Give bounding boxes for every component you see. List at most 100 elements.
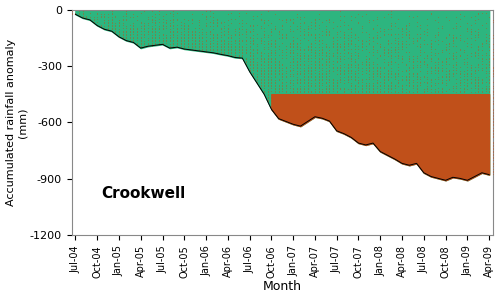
Point (289, 19, 297, 24)
Point (380, 114, 388, 119)
Point (409, 134, 417, 138)
Point (489, 114, 497, 119)
Point (322, 93, 330, 98)
Point (409, 103, 417, 108)
Point (213, 24, 221, 28)
Point (456, 94, 464, 99)
Point (416, 156, 424, 161)
Point (191, 40, 199, 45)
Point (289, 21, 297, 25)
Point (274, 43, 282, 48)
Point (438, 146, 446, 150)
Point (464, 91, 471, 96)
Point (456, 112, 464, 117)
Point (449, 170, 457, 174)
Point (286, 48, 294, 53)
Point (296, 46, 304, 51)
Point (452, 67, 460, 72)
Point (314, 16, 322, 21)
Point (489, 144, 497, 149)
Point (210, 31, 218, 36)
Point (318, 89, 326, 93)
Point (271, 67, 279, 72)
Point (289, 60, 297, 65)
Point (430, 130, 438, 135)
Point (366, 40, 374, 45)
Point (467, 158, 475, 162)
Point (427, 43, 435, 48)
Point (427, 140, 435, 144)
Point (416, 76, 424, 81)
Point (387, 153, 395, 158)
Point (308, 46, 316, 51)
Point (100, 13, 108, 18)
Point (376, 144, 384, 149)
Point (434, 167, 442, 171)
Point (308, 108, 316, 113)
Point (264, 93, 272, 98)
Point (398, 28, 406, 33)
Point (430, 87, 438, 92)
Point (420, 89, 428, 93)
Point (369, 118, 377, 123)
Point (155, 40, 163, 45)
Point (460, 76, 468, 81)
Point (402, 100, 409, 105)
Point (366, 84, 374, 89)
Point (358, 127, 366, 132)
Point (336, 63, 344, 68)
Point (256, 83, 264, 87)
Point (470, 70, 478, 75)
Point (326, 28, 334, 33)
Point (268, 49, 276, 54)
Point (442, 45, 450, 50)
Point (260, 55, 268, 60)
Point (170, 40, 177, 45)
Point (344, 43, 351, 48)
Point (122, 25, 130, 30)
Point (452, 135, 460, 140)
Point (478, 152, 486, 156)
Point (296, 96, 304, 101)
Point (286, 45, 294, 50)
Point (304, 91, 312, 96)
Point (474, 152, 482, 156)
Point (332, 67, 340, 72)
Point (398, 57, 406, 62)
Point (289, 87, 297, 92)
Point (322, 100, 330, 105)
Point (234, 42, 242, 47)
Point (482, 109, 490, 114)
Point (430, 52, 438, 57)
Point (300, 36, 308, 41)
Point (492, 33, 500, 37)
Point (122, 18, 130, 22)
Point (289, 48, 297, 53)
Point (332, 124, 340, 129)
Point (489, 46, 497, 51)
Point (180, 27, 188, 31)
Point (296, 21, 304, 25)
Point (372, 89, 380, 93)
Point (256, 66, 264, 71)
Point (452, 118, 460, 123)
Point (478, 112, 486, 117)
Point (314, 102, 322, 107)
Point (384, 31, 392, 36)
Point (492, 152, 500, 156)
Point (485, 64, 493, 69)
Point (434, 19, 442, 24)
Point (347, 106, 355, 111)
Point (246, 36, 254, 41)
Point (264, 87, 272, 92)
Point (198, 48, 206, 53)
Point (332, 126, 340, 131)
Point (274, 70, 282, 75)
Point (136, 21, 144, 25)
Point (470, 33, 478, 37)
Point (195, 19, 203, 24)
Point (445, 173, 453, 177)
Point (311, 31, 319, 36)
Point (195, 48, 203, 53)
Point (293, 58, 301, 63)
